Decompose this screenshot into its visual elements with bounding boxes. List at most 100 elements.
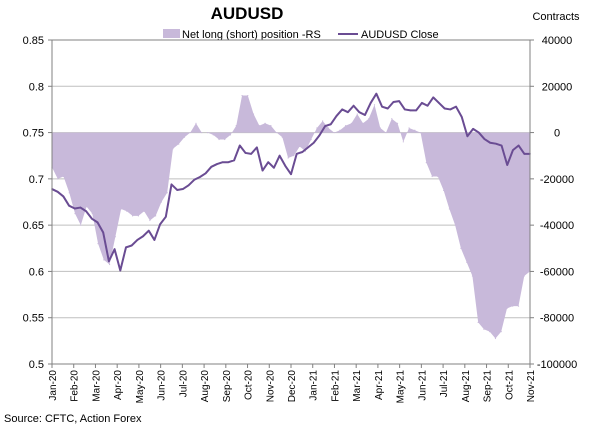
line-data-point bbox=[278, 154, 281, 157]
line-data-point bbox=[273, 166, 275, 169]
line-data-point bbox=[523, 153, 526, 155]
area-data-point bbox=[316, 127, 318, 129]
area-data-point bbox=[437, 175, 439, 178]
line-data-point bbox=[108, 260, 110, 263]
area-data-point bbox=[166, 192, 168, 194]
line-data-point bbox=[165, 216, 167, 218]
line-data-point bbox=[204, 172, 207, 175]
x-tick-label: Aug-21 bbox=[461, 370, 472, 403]
area-data-point bbox=[454, 224, 456, 226]
line-data-point bbox=[261, 169, 264, 172]
line-data-point bbox=[381, 105, 383, 108]
x-tick-label: Dec-20 bbox=[287, 370, 298, 403]
line-data-point bbox=[438, 102, 440, 104]
net-position-points bbox=[51, 94, 531, 340]
area-data-point bbox=[195, 122, 197, 124]
source-note: Source: CFTC, Action Forex bbox=[4, 413, 142, 425]
area-data-point bbox=[471, 275, 474, 277]
area-data-point bbox=[396, 122, 399, 124]
x-tick-label: Apr-21 bbox=[374, 370, 385, 400]
line-data-point bbox=[91, 217, 93, 220]
area-data-point bbox=[97, 243, 99, 245]
area-data-point bbox=[114, 236, 116, 238]
right-tick-label: -20000 bbox=[540, 174, 574, 186]
area-data-point bbox=[91, 212, 93, 215]
x-tick-label: Feb-20 bbox=[70, 370, 81, 402]
line-data-point bbox=[517, 144, 520, 147]
line-data-point bbox=[250, 153, 252, 155]
line-data-point bbox=[256, 146, 258, 149]
line-data-point bbox=[187, 184, 190, 187]
area-data-point bbox=[68, 192, 70, 194]
area-data-point bbox=[189, 131, 191, 134]
area-data-point bbox=[373, 104, 376, 106]
left-tick-label: 0.85 bbox=[23, 35, 44, 47]
left-tick-label: 0.5 bbox=[29, 359, 44, 371]
chart-title: AUDUSD bbox=[211, 4, 284, 23]
line-data-point bbox=[483, 138, 486, 140]
line-data-point bbox=[432, 96, 435, 99]
line-data-point bbox=[176, 189, 178, 191]
line-data-point bbox=[96, 221, 99, 224]
left-tick-label: 0.7 bbox=[29, 174, 44, 186]
area-data-point bbox=[276, 131, 278, 134]
area-data-point bbox=[212, 134, 214, 136]
legend-line-label: AUDUSD Close bbox=[361, 29, 439, 41]
area-data-point bbox=[293, 155, 295, 157]
x-tick-label: Apr-20 bbox=[113, 370, 124, 400]
area-data-point bbox=[517, 305, 520, 307]
area-data-point bbox=[80, 224, 82, 226]
line-data-point bbox=[495, 142, 497, 145]
line-data-point bbox=[358, 111, 361, 114]
line-data-point bbox=[404, 108, 406, 111]
area-data-point bbox=[270, 125, 272, 127]
line-data-point bbox=[352, 104, 355, 107]
line-data-point bbox=[125, 246, 127, 249]
area-data-point bbox=[155, 215, 157, 217]
line-data-point bbox=[102, 231, 105, 234]
line-data-point bbox=[295, 153, 298, 155]
area-data-point bbox=[183, 136, 186, 138]
line-data-point bbox=[221, 161, 224, 163]
line-data-point bbox=[449, 108, 452, 111]
x-axis-ticks: Jan-20 Feb-20 Mar-20 Apr-20 May-20 Jun-20 Jul-… bbox=[48, 364, 537, 403]
area-data-point bbox=[506, 307, 508, 310]
line-data-point bbox=[409, 109, 412, 112]
area-data-point bbox=[345, 125, 347, 127]
line-data-point bbox=[159, 223, 161, 226]
area-data-point bbox=[391, 118, 393, 120]
area-data-point bbox=[362, 122, 364, 124]
x-tick-label: Oct-20 bbox=[244, 370, 255, 400]
area-data-point bbox=[172, 148, 174, 150]
area-data-point bbox=[149, 219, 151, 222]
line-data-point bbox=[244, 152, 247, 154]
legend-area-swatch bbox=[163, 29, 180, 38]
area-data-point bbox=[57, 178, 59, 180]
x-tick-label: Aug-20 bbox=[200, 370, 211, 403]
line-data-point bbox=[415, 109, 417, 112]
x-tick-label: Nov-20 bbox=[265, 370, 276, 403]
line-data-point bbox=[136, 239, 139, 241]
area-data-point bbox=[385, 131, 387, 134]
line-data-point bbox=[170, 183, 173, 186]
net-position-area bbox=[52, 95, 530, 339]
area-data-point bbox=[425, 162, 427, 164]
line-data-point bbox=[364, 114, 366, 116]
area-data-point bbox=[379, 127, 381, 129]
line-data-point bbox=[341, 108, 344, 111]
area-data-point bbox=[483, 328, 485, 330]
line-data-point bbox=[330, 123, 332, 126]
right-tick-label: 40000 bbox=[542, 35, 573, 47]
right-tick-label: -60000 bbox=[540, 266, 574, 278]
area-data-point bbox=[120, 208, 122, 210]
line-data-point bbox=[460, 116, 463, 118]
right-tick-label: -40000 bbox=[540, 220, 574, 232]
area-data-point bbox=[523, 275, 525, 277]
right-tick-label: 0 bbox=[554, 128, 560, 140]
area-data-point bbox=[206, 131, 209, 134]
area-data-point bbox=[62, 175, 65, 178]
line-data-point bbox=[324, 125, 326, 127]
area-data-point bbox=[356, 113, 358, 115]
line-data-point bbox=[182, 188, 184, 190]
